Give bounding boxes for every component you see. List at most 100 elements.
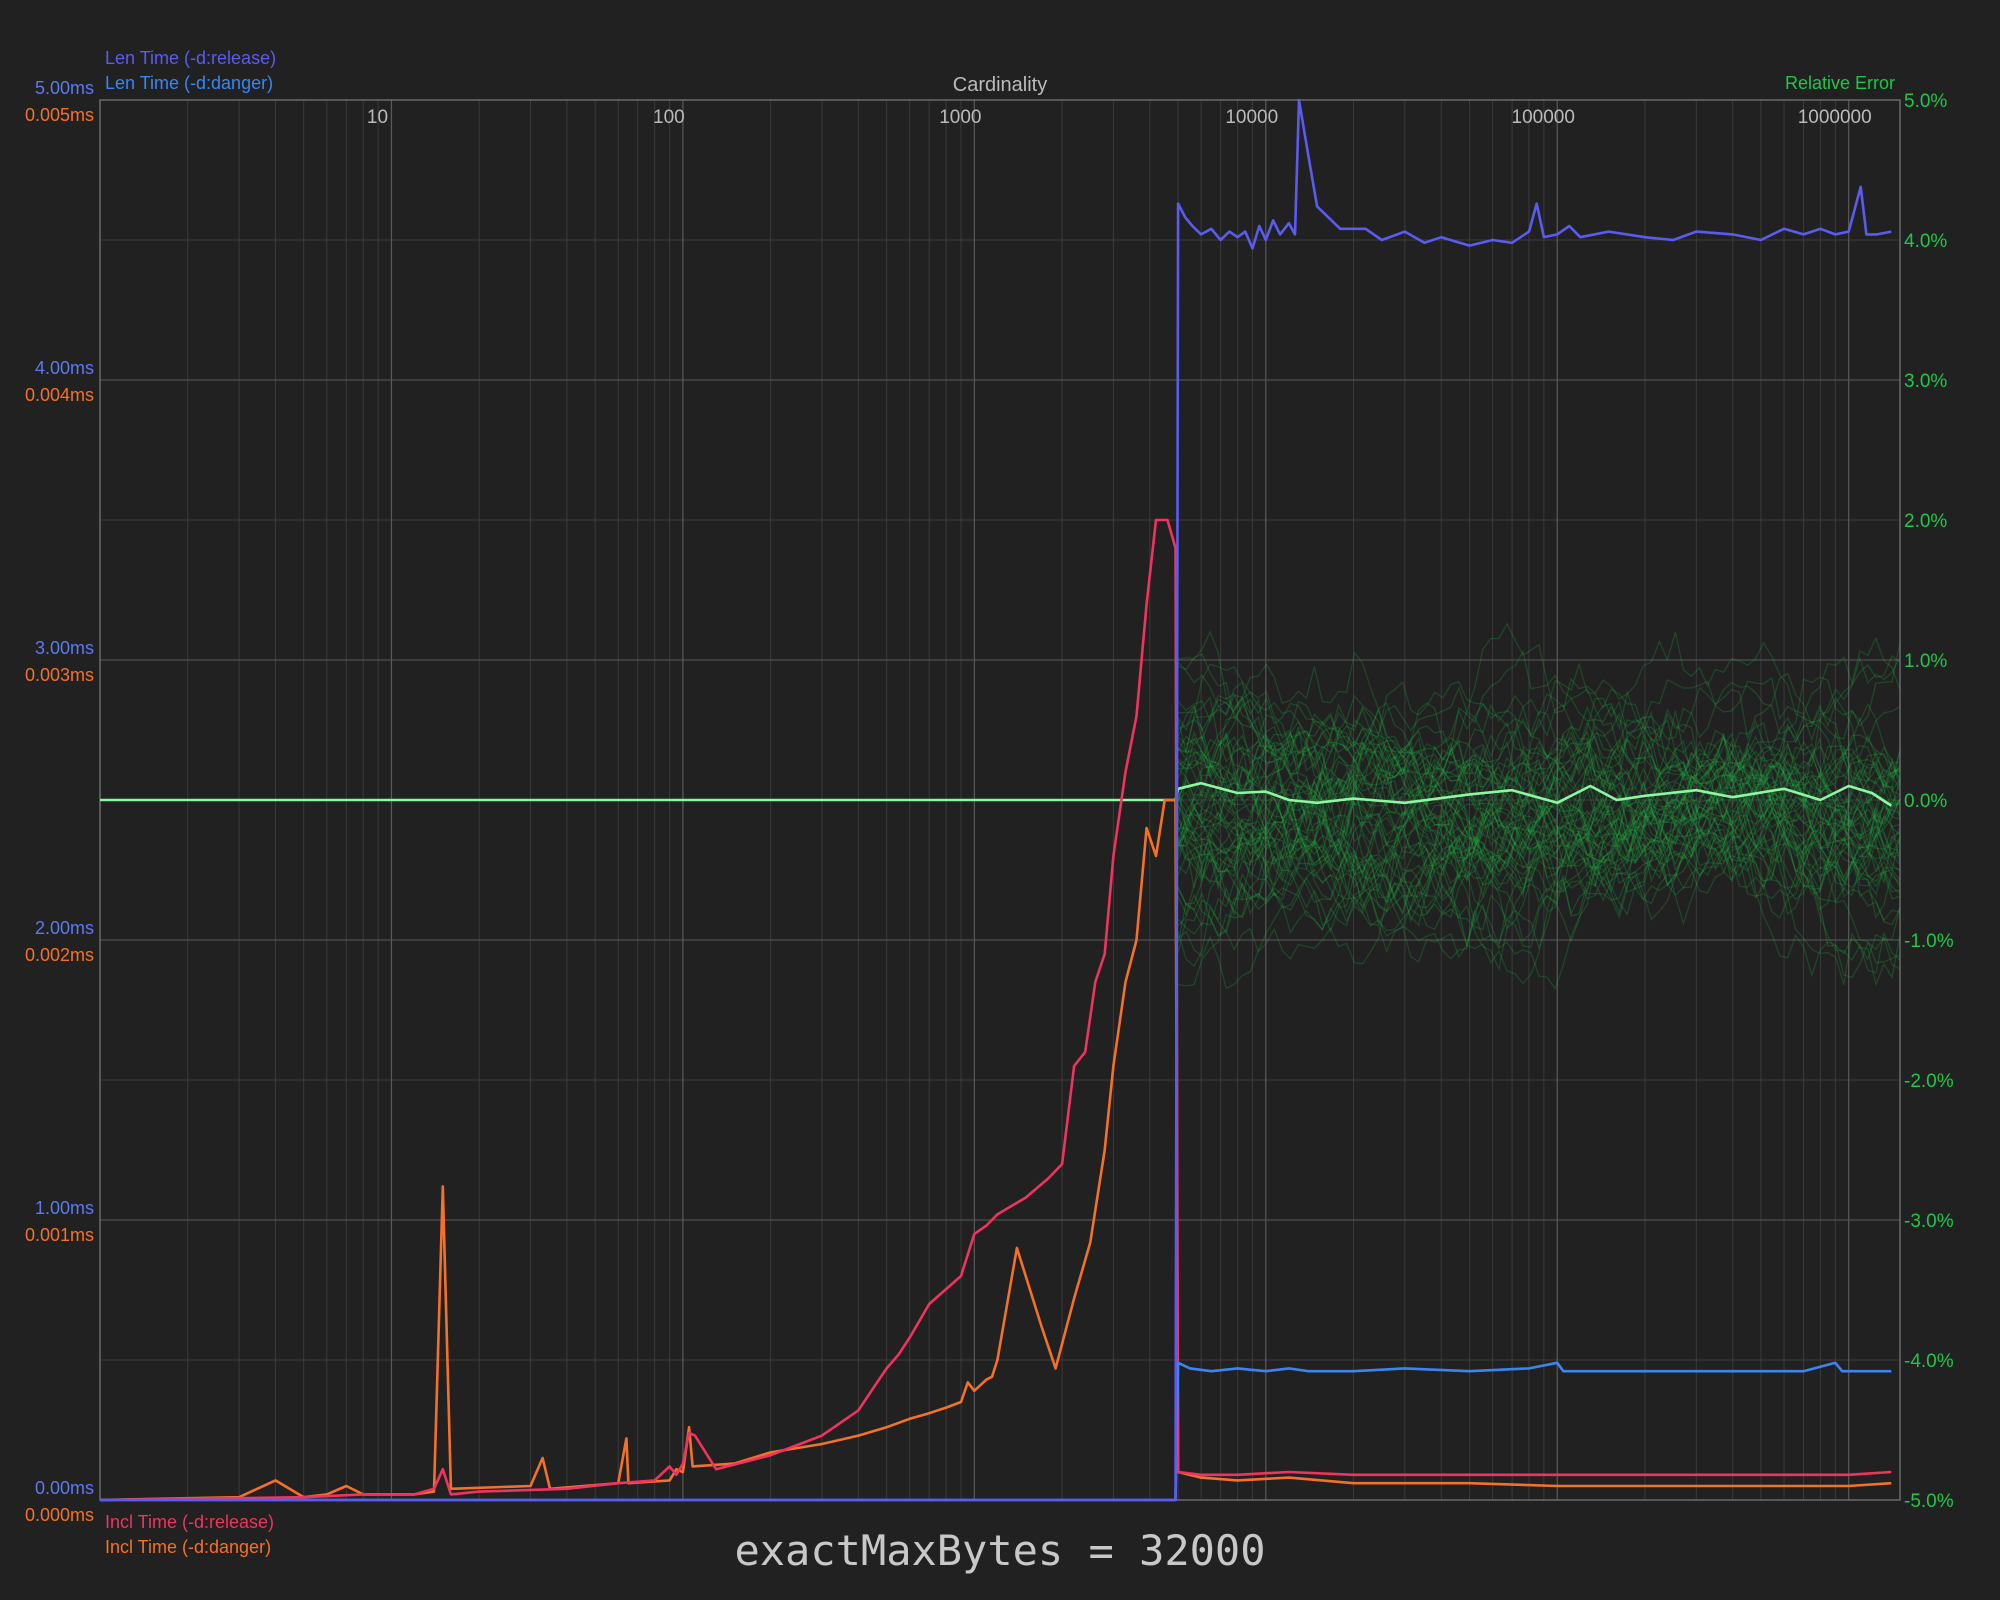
relative-error-trial-line [1178,725,1901,926]
relative-error-tick-label: 0.0% [1904,791,1947,812]
relative-error-trial-line [1177,742,1901,965]
relative-error-trial-line [1177,651,1901,920]
x-tick-label: 100000 [1512,107,1575,128]
relative-error-trial-line [1177,654,1901,953]
relative-error-tick-label: -3.0% [1904,1211,1954,1232]
relative-error-trial-line [1177,663,1901,893]
relative-error-trial-line [1177,653,1901,902]
relative-error-trial-line [1177,681,1901,917]
relative-error-trial-line [1177,745,1901,928]
relative-error-trial-line [1177,694,1901,896]
relative-error-trial-line [1177,700,1901,979]
incl-time-tick-label: 0.000ms [25,1505,94,1525]
relative-error-trial-line [1177,690,1901,911]
relative-error-trial-line [1177,722,1901,987]
relative-error-trial-line [1177,736,1901,894]
relative-error-trial-line [1177,737,1901,873]
relative-error-trial-line [1177,731,1901,972]
incl-time-tick-label: 0.002ms [25,945,94,965]
relative-error-tick-label: 5.0% [1904,91,1947,112]
relative-error-trial-line [1177,716,1901,896]
right-tick-labels: -5.0% -4.0% -3.0% -2.0% -1.0% 0.0% 1.0% 2.0% 3.0… [1904,91,1954,1512]
x-tick-label: 1000000 [1798,107,1872,128]
relative-error-trial-line [1177,636,1901,801]
len-time-danger-line [100,1361,1892,1502]
relative-error-tick-label: -4.0% [1904,1351,1954,1372]
relative-error-trial-line [1177,713,1901,926]
relative-error-trial-line [1177,746,1901,943]
relative-error-trial-line [1177,730,1901,866]
relative-error-trial-line [1177,784,1901,968]
relative-error-trial-line [1177,697,1901,990]
series-lines [99,98,1893,1502]
len-time-tick-label: 2.00ms [35,918,94,938]
incl-time-tick-label: 0.001ms [25,1225,94,1245]
relative-error-trial-line [1177,630,1901,880]
relative-error-trial-line [1177,642,1901,880]
chart-title: Cardinality [953,74,1047,96]
len-time-release-line [100,98,1892,1502]
incl-time-tick-label: 0.005ms [25,105,94,125]
relative-error-trial-line [1177,622,1901,791]
relative-error-trial-line [1178,770,1901,948]
relative-error-trial-line [1177,661,1901,866]
len-time-tick-label: 0.00ms [35,1478,94,1498]
len-time-tick-label: 3.00ms [35,638,94,658]
relative-error-trial-line [1177,705,1901,927]
left-tick-labels: 0.00ms 0.000ms 1.00ms 0.001ms 2.00ms 0.002ms 3… [25,78,94,1525]
relative-error-tick-label: 2.0% [1904,511,1947,532]
x-tick-labels: 10 100 1000 10000 100000 1000000 [367,107,1872,128]
relative-error-trial-line [1177,680,1901,962]
x-tick-label: 1000 [939,107,981,128]
x-tick-label: 10 [367,107,388,128]
relative-error-trial-line [1178,769,1901,931]
relative-error-trial-line [1177,701,1901,872]
incl-time-release-line [99,518,1892,1502]
relative-error-trial-line [1177,788,1901,991]
legend-incl-danger: Incl Time (-d:danger) [105,1537,271,1557]
legend-len-danger: Len Time (-d:danger) [105,73,273,93]
relative-error-tick-label: -5.0% [1904,1491,1954,1512]
footer-title: exactMaxBytes = 32000 [734,1526,1265,1575]
relative-error-trial-line [1177,741,1901,878]
len-time-tick-label: 5.00ms [35,78,94,98]
relative-error-trial-line [1177,779,1901,949]
relative-error-trial-line [1177,692,1901,888]
relative-error-tick-label: 1.0% [1904,651,1947,672]
relative-error-tick-label: -2.0% [1904,1071,1954,1092]
relative-error-trial-line [1177,768,1901,987]
relative-error-trial-line [1177,737,1901,916]
relative-error-trial-line [1177,790,1901,985]
relative-error-trial-line [1177,710,1901,914]
relative-error-trial-line [1177,716,1901,880]
len-time-tick-label: 4.00ms [35,358,94,378]
relative-error-trial-line [1177,718,1901,866]
relative-error-trial-line [1177,736,1901,885]
relative-error-tick-label: 4.0% [1904,231,1947,252]
relative-error-trial-line [1177,696,1901,887]
relative-error-trial-line [1177,729,1901,948]
x-tick-label: 100 [653,107,685,128]
incl-time-tick-label: 0.003ms [25,665,94,685]
relative-error-trial-line [1177,737,1901,931]
relative-error-tick-label: 3.0% [1904,371,1947,392]
x-tick-label: 10000 [1225,107,1278,128]
relative-error-trial-line [1177,702,1901,894]
relative-error-trial-line [1177,710,1901,974]
relative-error-trial-line [1177,801,1901,948]
right-axis-label: Relative Error [1785,73,1895,93]
legend-incl-release: Incl Time (-d:release) [105,1512,274,1532]
relative-error-trial-line [1178,721,1901,895]
relative-error-tick-label: -1.0% [1904,931,1954,952]
relative-error-trial-line [1177,779,1901,906]
relative-error-trial-line [1177,735,1901,916]
legend-len-release: Len Time (-d:release) [105,48,276,68]
relative-error-trial-line [1177,690,1901,853]
relative-error-trial-line [1177,776,1901,916]
relative-error-trial-line [1177,702,1901,964]
relative-error-mean-line [100,781,1893,807]
incl-time-tick-label: 0.004ms [25,385,94,405]
len-time-tick-label: 1.00ms [35,1198,94,1218]
relative-error-trial-line [1177,821,1901,926]
